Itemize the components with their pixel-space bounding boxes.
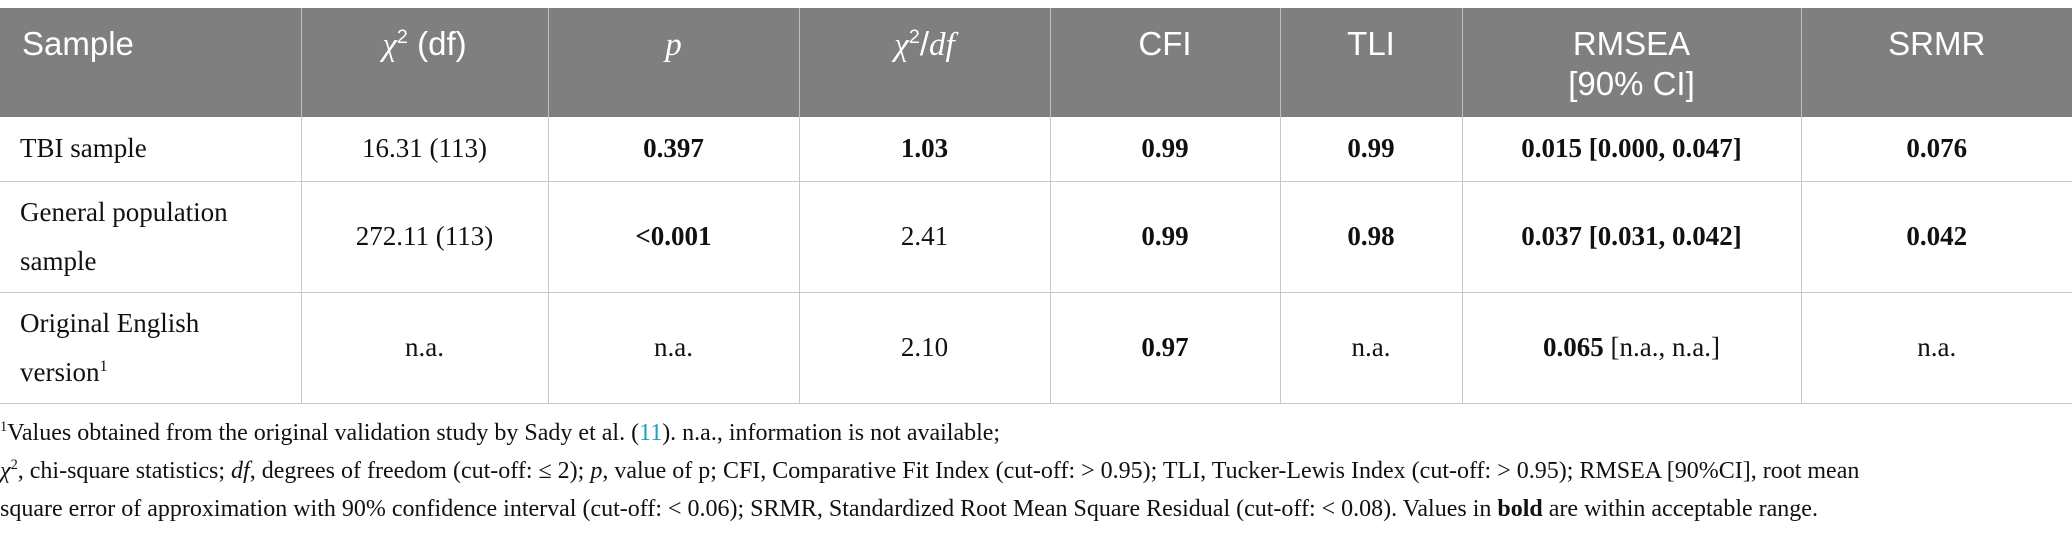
header-p: p: [548, 8, 800, 117]
cell-ratio: 1.03: [798, 117, 1051, 182]
header-chi2-ratio: χ2/df: [799, 8, 1051, 117]
cell-chi2: n.a.: [300, 292, 549, 404]
footnote-marker: 1: [99, 356, 108, 375]
header-row: Sample χ2 (df) p χ2/df CFI TLI RMSEA [90%…: [0, 8, 2072, 117]
cell-p: n.a.: [547, 292, 800, 404]
reference-link[interactable]: 11: [639, 420, 663, 446]
table-row: Original English version1 n.a. n.a. 2.10 …: [0, 292, 2072, 404]
header-sample: Sample: [0, 8, 302, 117]
cell-sample: TBI sample: [0, 117, 302, 182]
cell-rmsea: 0.065 [n.a., n.a.]: [1461, 292, 1802, 404]
cell-ratio: 2.10: [798, 292, 1051, 404]
cell-sample: Original English version1: [0, 292, 302, 404]
abbreviations-line-2: square error of approximation with 90% c…: [0, 496, 1818, 522]
cell-srmr: 0.076: [1800, 117, 2072, 182]
fit-indices-table: Sample χ2 (df) p χ2/df CFI TLI RMSEA [90%…: [0, 8, 2072, 404]
cell-p: <0.001: [547, 181, 800, 293]
cell-sample: General population sample: [0, 181, 302, 293]
cell-tli: 0.98: [1279, 181, 1463, 293]
cell-ratio: 2.41: [798, 181, 1051, 293]
footnote-1: 1Values obtained from the original valid…: [0, 419, 1001, 446]
cell-cfi: 0.97: [1049, 292, 1281, 404]
table-row: TBI sample 16.31 (113) 0.397 1.03 0.99 0…: [0, 117, 2072, 182]
cell-rmsea: 0.037 [0.031, 0.042]: [1461, 181, 1802, 293]
header-cfi: CFI: [1050, 8, 1281, 117]
cell-cfi: 0.99: [1049, 117, 1281, 182]
cell-tli: 0.99: [1279, 117, 1463, 182]
header-chi2-df: χ2 (df): [301, 8, 549, 117]
cell-cfi: 0.99: [1049, 181, 1281, 293]
cell-rmsea: 0.015 [0.000, 0.047]: [1461, 117, 1802, 182]
cell-srmr: n.a.: [1800, 292, 2072, 404]
table-footnotes: 1Values obtained from the original valid…: [0, 414, 2060, 528]
header-srmr: SRMR: [1801, 8, 2072, 117]
abbreviations-line-1: χ2, chi-square statistics; df, degrees o…: [0, 457, 1860, 484]
header-tli: TLI: [1280, 8, 1463, 117]
cell-p: 0.397: [547, 117, 800, 182]
cell-tli: n.a.: [1279, 292, 1463, 404]
table-row: General population sample 272.11 (113) <0…: [0, 181, 2072, 293]
cell-chi2: 272.11 (113): [300, 181, 549, 293]
header-rmsea: RMSEA [90% CI]: [1462, 8, 1802, 117]
cell-chi2: 16.31 (113): [300, 117, 549, 182]
cell-srmr: 0.042: [1800, 181, 2072, 293]
